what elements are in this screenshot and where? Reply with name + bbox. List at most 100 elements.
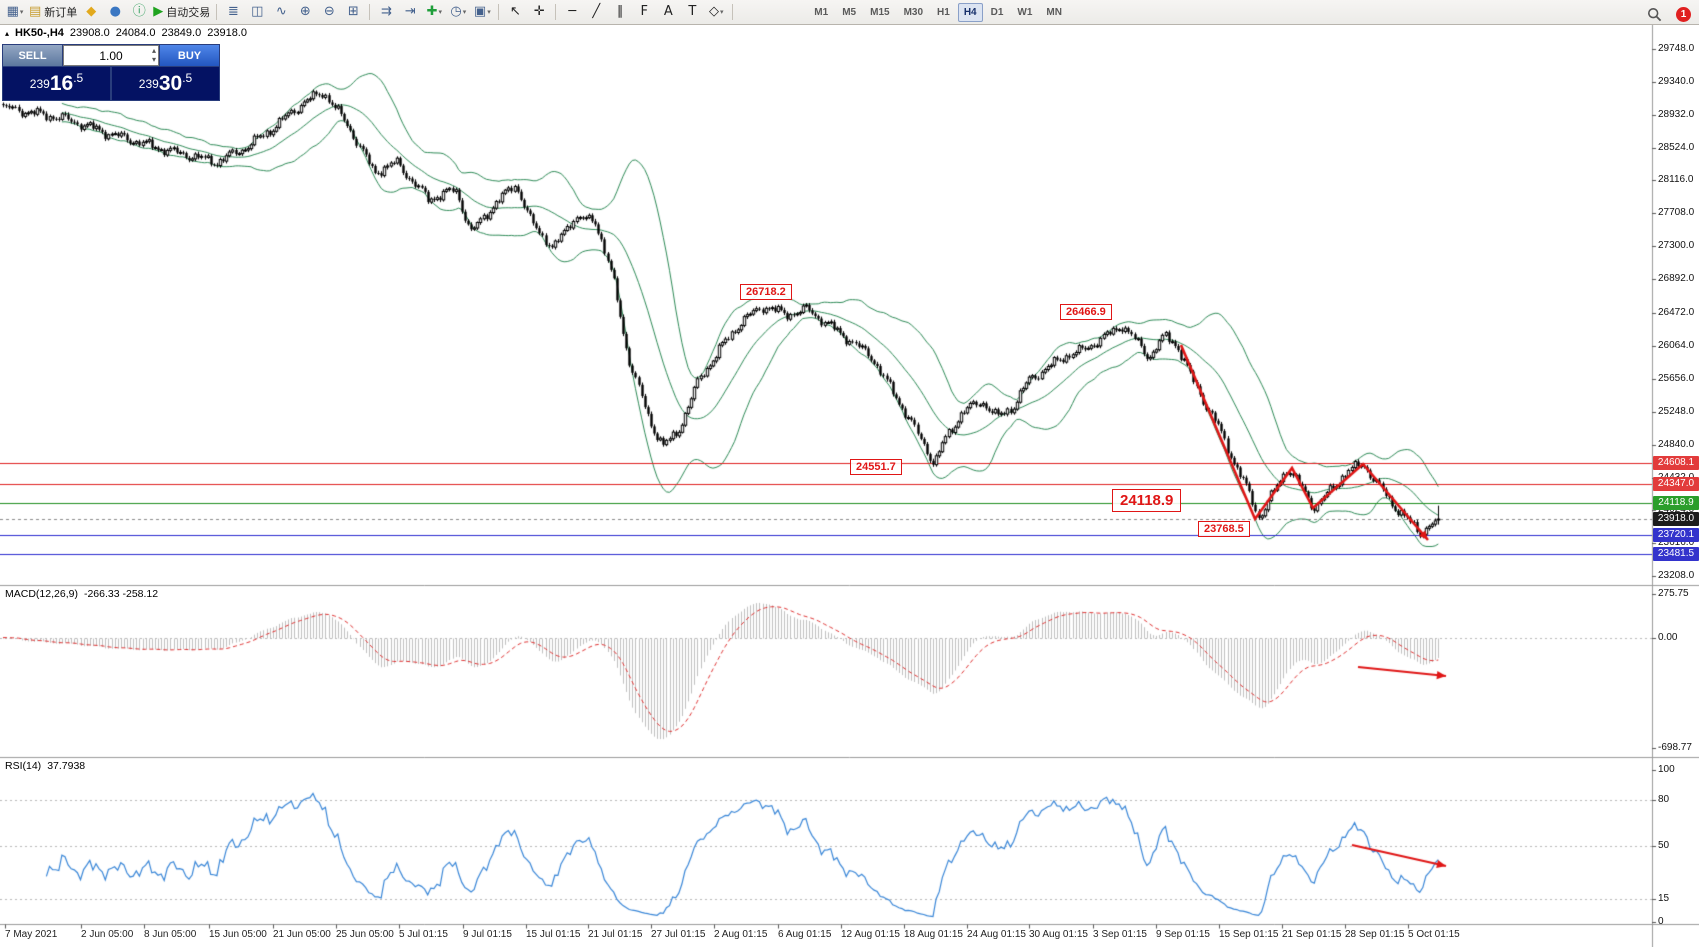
chart-shift-icon: ⇥: [404, 4, 416, 19]
zoom-in-icon[interactable]: ⊕: [293, 2, 317, 22]
notification-badge[interactable]: 1: [1676, 6, 1691, 22]
new-order-button[interactable]: ▤ 新订单: [27, 2, 79, 22]
search-icon[interactable]: [1642, 4, 1666, 24]
macd-title: MACD(12,26,9): [5, 588, 78, 600]
price-axis-label: 24840.0: [1658, 438, 1695, 450]
timeframe-d1-button[interactable]: D1: [990, 6, 1004, 18]
cursor-icon[interactable]: ↖: [503, 2, 527, 22]
text-icon[interactable]: A: [656, 2, 680, 22]
ohlc-low: 23849.0: [161, 27, 202, 39]
time-axis-label: 21 Jul 01:15: [588, 929, 643, 940]
new-chart-icon: ▦: [6, 4, 19, 19]
macd-values: -266.33 -258.12: [83, 588, 159, 600]
indicators-icon[interactable]: ✚ ▾: [422, 2, 446, 22]
bars-chart-icon[interactable]: ≣: [221, 2, 245, 22]
price-axis[interactable]: 29748.0 29340.0 28932.0 28524.0 28116.0 27708…: [1653, 0, 1699, 947]
label-icon[interactable]: T: [680, 2, 704, 22]
time-axis-label: 9 Jul 01:15: [463, 929, 512, 940]
timeframe-m15-button[interactable]: M15: [870, 6, 890, 18]
sell-price[interactable]: 239 16.5: [3, 67, 110, 100]
new-order-label: 新订单: [44, 7, 78, 19]
dropdown-arrow-icon: ▾: [487, 9, 491, 16]
period-selector-icon: ◷: [450, 4, 462, 19]
toolbar-separator: [498, 4, 500, 20]
timeframe-m5-button[interactable]: M5: [842, 6, 857, 18]
new-chart-icon[interactable]: ▦ ▾: [3, 2, 27, 22]
sell-button[interactable]: SELL: [3, 45, 62, 66]
horizontal-line-icon[interactable]: ─: [560, 2, 584, 22]
chart-shift-icon[interactable]: ⇥: [398, 2, 422, 22]
autotrade-button[interactable]: ▶ 自动交易: [151, 2, 212, 22]
cursor-icon: ↖: [509, 4, 521, 19]
buy-price[interactable]: 239 30.5: [112, 67, 219, 100]
crosshair-icon[interactable]: ✛: [527, 2, 551, 22]
rsi-axis-label: 100: [1658, 764, 1675, 775]
volume-steppers: ▴ ▾: [152, 46, 156, 64]
price-tag: 23481.5: [1653, 547, 1699, 562]
buy-price-sup: .5: [182, 70, 193, 85]
macd-axis-label: 275.75: [1658, 588, 1689, 599]
price-annotation[interactable]: 26466.9: [1060, 304, 1112, 320]
timeframe-m1-button[interactable]: M1: [814, 6, 829, 18]
auto-scroll-icon[interactable]: ⇉: [374, 2, 398, 22]
sell-price-sup: .5: [73, 70, 84, 85]
time-axis-label: 24 Aug 01:15: [967, 929, 1026, 940]
price-axis-label: 28524.0: [1658, 141, 1695, 153]
price-annotation[interactable]: 23768.5: [1198, 521, 1250, 537]
buy-price-big: 30: [158, 72, 183, 95]
price-axis-label: 27300.0: [1658, 240, 1695, 252]
timeframe-w1-button[interactable]: W1: [1017, 6, 1033, 18]
volume-down-button[interactable]: ▾: [151, 55, 156, 64]
buy-button[interactable]: BUY: [160, 45, 219, 66]
ohlc-close: 23918.0: [207, 27, 247, 39]
collapse-triangle-icon[interactable]: ▴: [5, 29, 10, 38]
time-axis-label: 5 Jul 01:15: [399, 929, 448, 940]
equidistant-channel-icon[interactable]: ∥: [608, 2, 632, 22]
price-annotation[interactable]: 24551.7: [850, 459, 902, 475]
macd-label: MACD(12,26,9) -266.33 -258.12: [5, 588, 158, 600]
period-selector-icon[interactable]: ◷ ▾: [446, 2, 470, 22]
price-axis-label: 26064.0: [1658, 339, 1695, 351]
price-annotation[interactable]: 26718.2: [740, 284, 792, 300]
toolbar-separator: [369, 4, 371, 20]
timeframe-h4-button[interactable]: H4: [957, 2, 983, 22]
price-annotation[interactable]: 24118.9: [1112, 489, 1182, 512]
arrows-tool-icon[interactable]: ◇ ▾: [704, 2, 728, 22]
tile-windows-icon[interactable]: ⊞: [341, 2, 365, 22]
trendline-icon[interactable]: ╱: [584, 2, 608, 22]
symbol-name: HK50-,H4: [15, 27, 64, 39]
timeframe-mn-button[interactable]: MN: [1046, 6, 1062, 18]
zoom-out-icon: ⊖: [323, 4, 335, 19]
candles-chart-icon[interactable]: ◫: [245, 2, 269, 22]
price-axis-label: 23616.0: [1658, 537, 1695, 549]
sell-price-big: 16: [49, 72, 74, 95]
equidistant-channel-icon: ∥: [617, 4, 624, 19]
dropdown-arrow-icon: ▾: [462, 9, 467, 16]
one-click-buttons-row: SELL 1.00 ▴ ▾ BUY: [3, 45, 219, 66]
timeframe-m30-button[interactable]: M30: [903, 6, 924, 18]
time-axis-label: 8 Jun 05:00: [144, 929, 197, 940]
community-icon[interactable]: ●: [103, 2, 127, 22]
time-axis[interactable]: 7 May 2021 2 Jun 05:00 8 Jun 05:00 15 Jun 0…: [0, 927, 1652, 947]
zoom-out-icon[interactable]: ⊖: [317, 2, 341, 22]
rsi-axis-label: 50: [1658, 840, 1670, 851]
volume-up-button[interactable]: ▴: [151, 46, 156, 55]
market-icon[interactable]: ◆: [79, 2, 103, 22]
toolbar-right: 1: [1642, 4, 1691, 24]
fibonacci-icon[interactable]: F: [632, 2, 656, 22]
time-axis-label: 15 Sep 01:15: [1219, 929, 1279, 940]
line-chart-icon[interactable]: ∿: [269, 2, 293, 22]
price-axis-label: 23208.0: [1658, 570, 1695, 582]
price-axis-label: 26472.0: [1658, 307, 1695, 319]
rsi-axis-label: 15: [1658, 893, 1670, 905]
screenshot-icon[interactable]: ▣ ▾: [470, 2, 494, 22]
macd-axis-label: 0.00: [1658, 631, 1678, 643]
toolbar: ▦ ▾ ▤ 新订单 ◆ ● ⓘ ▶ 自动交易 ≣ ◫ ∿ ⊕ ⊖ ⊞ ⇉ ⇥ ✚ ▾ ◷ ▾ ▣ ▾ ↖ ✛ ─ ╱ ∥ F A T ◇ ▾ M1…: [0, 0, 1699, 25]
timeframe-h1-button[interactable]: H1: [937, 6, 950, 18]
time-axis-label: 30 Aug 01:15: [1029, 929, 1088, 940]
time-axis-label: 12 Aug 01:15: [841, 929, 900, 940]
help-icon[interactable]: ⓘ: [127, 2, 151, 22]
volume-field[interactable]: 1.00 ▴ ▾: [63, 45, 159, 66]
toolbar-separator: [216, 4, 218, 20]
